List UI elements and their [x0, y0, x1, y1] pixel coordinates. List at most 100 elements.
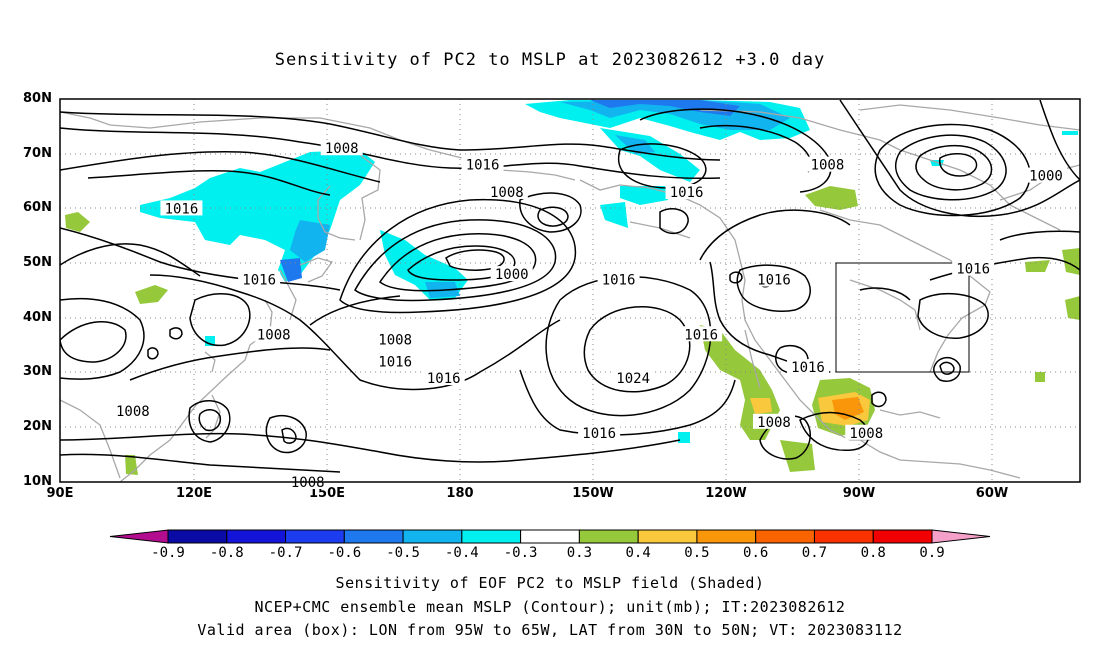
- lat-lon-grid: [60, 99, 1080, 482]
- contour-label-bg: [753, 271, 795, 287]
- contour-label-bg: [952, 260, 995, 276]
- caption-line-3: Valid area (box): LON from 95W to 65W, L…: [197, 621, 903, 639]
- contour-label: 1008: [811, 158, 845, 174]
- colorbar-label: -0.3: [503, 545, 538, 561]
- contour-label: 1008: [849, 426, 883, 442]
- colorbar-swatch: [696, 529, 757, 544]
- contour-label-bg: [597, 271, 640, 287]
- contour-label-bg: [485, 184, 528, 200]
- contour-label: 1016: [684, 327, 718, 343]
- map-frame: [59, 98, 1081, 483]
- contour-label: 1008: [325, 141, 359, 157]
- colorbar-swatch: [461, 529, 522, 544]
- colorbar-label: 0.5: [684, 545, 710, 561]
- contour-label: 1008: [490, 185, 524, 201]
- caption-line-1: Sensitivity of EOF PC2 to MSLP field (Sh…: [335, 574, 765, 592]
- colorbar-swatch: [637, 529, 698, 544]
- colorbar-swatch: [578, 529, 639, 544]
- colorbar-label: -0.6: [327, 545, 362, 561]
- contour-label-bg: [490, 266, 533, 282]
- lon-label-90w: 90W: [842, 486, 876, 501]
- lat-label-30n: 30N: [23, 364, 52, 379]
- contour-label: 1008: [116, 404, 150, 420]
- colorbar-swatch: [520, 529, 580, 544]
- negative-sensitivity-shading: [140, 100, 1078, 443]
- lat-label-40n: 40N: [23, 310, 52, 325]
- contour-label-bg: [680, 326, 723, 342]
- colorbar-swatch: [226, 529, 287, 544]
- contour-label: 1008: [757, 415, 791, 431]
- colorbar-label: 0.9: [919, 545, 945, 561]
- lon-label-60w: 60W: [975, 486, 1009, 501]
- colorbar-label: 0.4: [625, 545, 651, 561]
- contour-label-bg: [252, 326, 295, 342]
- contour-label-bg: [787, 359, 829, 375]
- colorbar-swatch: [402, 529, 463, 544]
- lon-label-90e: 90E: [46, 486, 74, 501]
- colorbar-label: -0.5: [386, 545, 420, 561]
- contour-label-bg: [374, 353, 417, 369]
- colorbar-right-arrow: [931, 529, 991, 544]
- colorbar-left-arrow: [109, 529, 169, 544]
- colorbar-swatch: [872, 529, 933, 544]
- contour-label: 1016: [466, 158, 500, 174]
- lat-label-50n: 50N: [23, 255, 52, 270]
- mslp-contours: [60, 99, 1080, 473]
- lat-label-80n: 80N: [23, 91, 52, 106]
- contour-label: 1016: [670, 185, 704, 201]
- contour-label: 1016: [378, 355, 412, 371]
- contour-label-bg: [422, 370, 465, 386]
- contour-label-bg: [1025, 167, 1067, 183]
- contour-label: 1024: [616, 371, 650, 387]
- colorbar-swatch: [343, 529, 404, 544]
- colorbar-swatch: [167, 529, 228, 544]
- colorbar-swatch: [285, 529, 345, 544]
- contour-label-bg: [845, 424, 888, 440]
- colorbar-label: 0.7: [801, 545, 828, 561]
- colorbar-label: 0.6: [743, 545, 769, 561]
- colorbar-label: 0.3: [566, 545, 593, 561]
- contour-label: 1016: [602, 273, 636, 289]
- contour-label-bg: [320, 140, 363, 156]
- lat-label-70n: 70N: [23, 146, 52, 161]
- contour-label-bg: [160, 200, 203, 216]
- colorbar-label: -0.9: [151, 545, 185, 561]
- lon-label-120e: 120E: [175, 486, 213, 501]
- contour-label-bg: [461, 156, 504, 172]
- colorbar-label: -0.7: [268, 545, 303, 561]
- lat-label-60n: 60N: [23, 200, 52, 215]
- contour-label-bg: [111, 402, 154, 418]
- contour-label-bg: [665, 184, 708, 200]
- map-title: Sensitivity of PC2 to MSLP at 2023082612…: [274, 50, 826, 70]
- contour-label-bg: [612, 370, 655, 386]
- contour-label-bg: [374, 331, 417, 347]
- contour-label-bg: [578, 424, 621, 440]
- contour-labels: 1008 1016 1008 1016 1008 1000 1016 1000 1016 1016…: [111, 140, 1067, 491]
- colorbar: [109, 529, 991, 544]
- contour-label: 1008: [257, 327, 291, 343]
- contour-label: 1000: [1029, 169, 1063, 185]
- caption-line-2: NCEP+CMC ensemble mean MSLP (Contour); u…: [254, 598, 846, 616]
- contour-label: 1016: [582, 426, 616, 442]
- contour-label-bg: [238, 271, 281, 287]
- lon-label-150e: 150E: [308, 486, 346, 501]
- contour-label: 1016: [757, 273, 791, 289]
- contour-label: 1016: [956, 262, 990, 278]
- lon-label-120w: 120W: [705, 486, 747, 501]
- contour-label-bg: [806, 156, 849, 172]
- contour-label: 1008: [291, 475, 325, 491]
- lat-label-20n: 20N: [23, 419, 52, 434]
- lon-label-180: 180: [446, 486, 474, 501]
- contour-label: 1008: [378, 333, 412, 349]
- valid-area-box: [835, 262, 970, 373]
- contour-label: 1016: [242, 273, 276, 289]
- colorbar-swatch: [755, 529, 815, 544]
- contour-label: 1016: [427, 371, 461, 387]
- colorbar-swatch: [813, 529, 874, 544]
- contour-label-bg: [753, 413, 795, 429]
- colorbar-label: -0.8: [209, 545, 244, 561]
- lon-label-150w: 150W: [572, 486, 614, 501]
- contour-label: 1000: [495, 267, 529, 283]
- colorbar-label: -0.4: [444, 545, 479, 561]
